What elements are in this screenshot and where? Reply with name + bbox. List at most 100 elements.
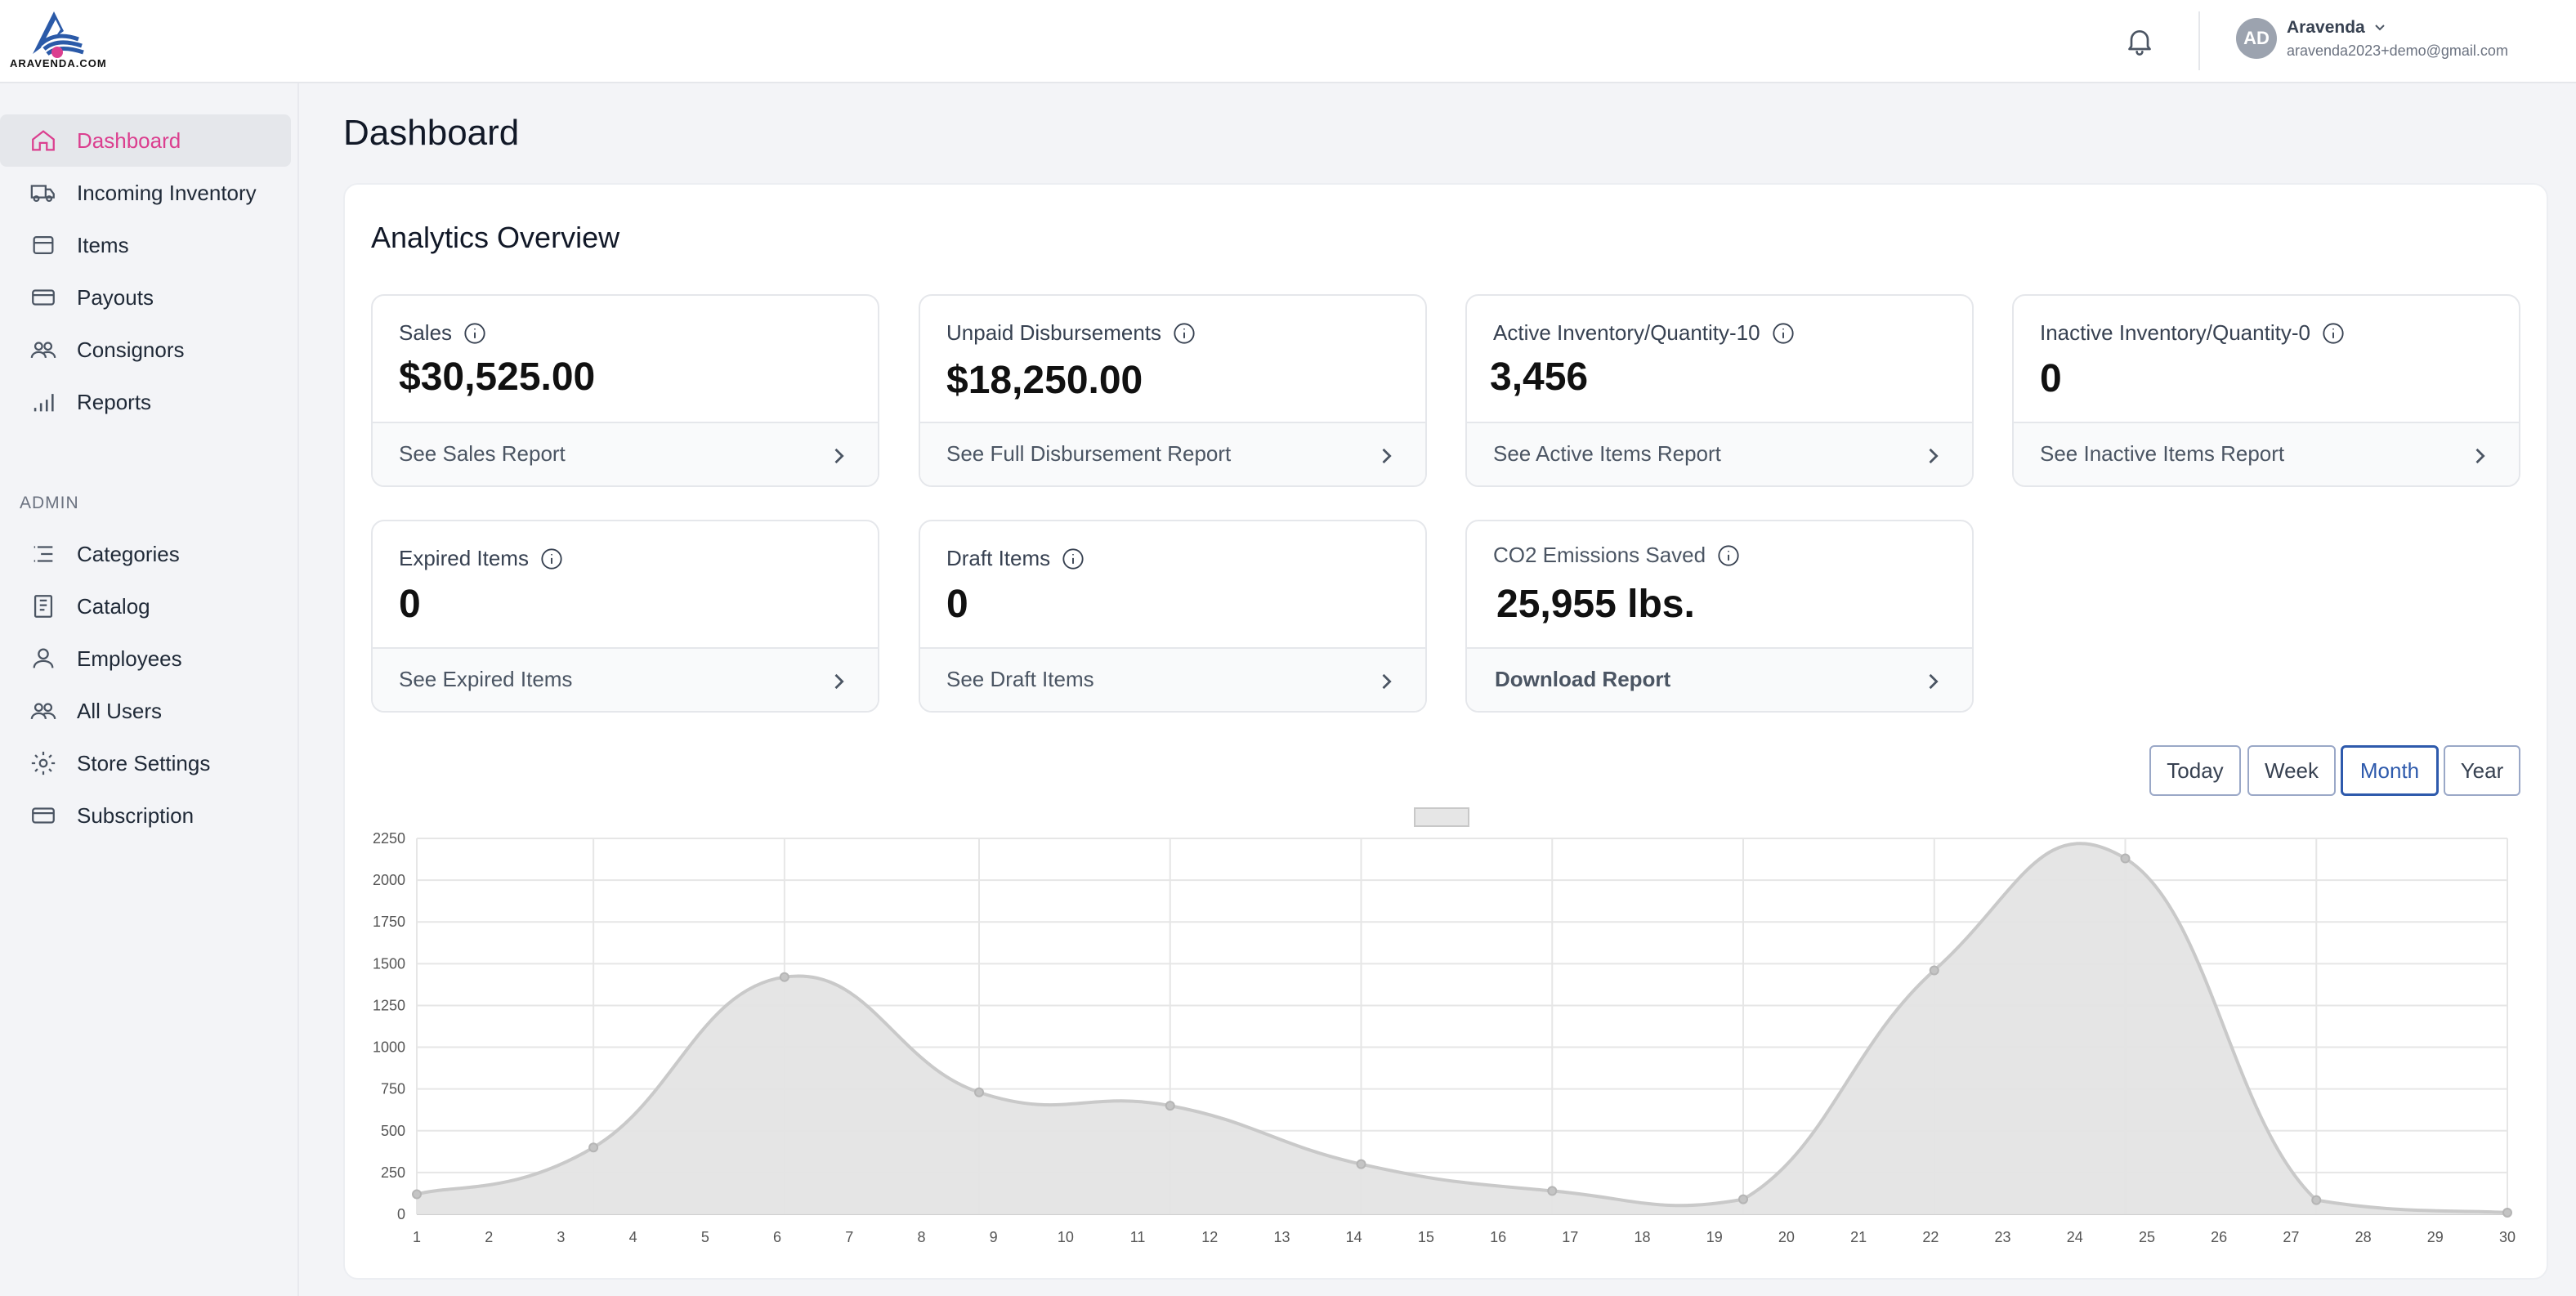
x-tick-label: 25 (2139, 1229, 2155, 1245)
range-month-button[interactable]: Month (2341, 745, 2439, 796)
x-tick-label: 7 (845, 1229, 853, 1245)
chart-legend-swatch[interactable] (1414, 807, 1469, 827)
card-footer-link[interactable]: See Expired Items (373, 647, 878, 711)
box-icon (33, 235, 54, 255)
panel-title: Analytics Overview (371, 221, 620, 254)
card-footer-link[interactable]: See Sales Report (373, 422, 878, 485)
card-value: $18,250.00 (946, 359, 1143, 402)
y-tick-label: 1500 (373, 955, 405, 972)
truck-icon (30, 185, 55, 203)
range-year-button[interactable]: Year (2444, 745, 2520, 796)
series-area (417, 843, 2507, 1214)
chevron-right-icon[interactable] (2468, 445, 2491, 467)
x-tick-label: 11 (1130, 1229, 1146, 1245)
x-tick-label: 3 (557, 1229, 565, 1245)
range-today-button[interactable]: Today (2149, 745, 2241, 796)
co2-emissions-card: CO2 Emissions Saved 25,955 lbs. Download… (1465, 520, 1974, 713)
info-icon[interactable] (1173, 322, 1196, 345)
chevron-down-icon[interactable] (2372, 20, 2388, 36)
info-icon[interactable] (540, 547, 563, 570)
series-line (416, 842, 2508, 1214)
info-icon[interactable] (2322, 322, 2345, 345)
chevron-right-icon[interactable] (1921, 670, 1944, 693)
book-icon (34, 595, 53, 618)
card-link-text[interactable]: See Inactive Items Report (2040, 441, 2285, 466)
card-link-text[interactable]: See Draft Items (946, 667, 1094, 691)
admin-section-label: ADMIN (20, 494, 79, 512)
x-tick-label: 24 (2067, 1229, 2083, 1245)
sidebar-item-all-users[interactable]: All Users (0, 685, 291, 737)
data-point (2120, 853, 2131, 864)
data-point (2502, 1207, 2512, 1218)
card-label: Draft Items (946, 546, 1085, 571)
card-footer-link[interactable]: See Inactive Items Report (2014, 422, 2519, 485)
sidebar-item-subscription[interactable]: Subscription (0, 789, 291, 842)
sidebar-item-employees[interactable]: Employees (0, 632, 291, 685)
data-point (1929, 965, 1939, 976)
card-value: 0 (946, 583, 968, 626)
sidebar-item-incoming-inventory[interactable]: Incoming Inventory (0, 167, 291, 219)
sidebar-item-items[interactable]: Items (0, 219, 291, 271)
card-link-text[interactable]: See Full Disbursement Report (946, 441, 1232, 466)
download-report-link[interactable]: Download Report (1467, 647, 1972, 711)
card-footer-link[interactable]: See Active Items Report (1467, 422, 1972, 485)
info-icon[interactable] (1717, 544, 1740, 567)
sidebar-item-store-settings[interactable]: Store Settings (0, 737, 291, 789)
chevron-right-icon[interactable] (1375, 670, 1398, 693)
info-icon[interactable] (1772, 322, 1795, 345)
x-tick-label: 10 (1058, 1229, 1074, 1245)
chevron-right-icon[interactable] (1375, 445, 1398, 467)
x-tick-label: 4 (629, 1229, 637, 1245)
user-avatar[interactable]: AD (2236, 18, 2277, 59)
card-link-text[interactable]: Download Report (1495, 667, 1671, 691)
card-link-text[interactable]: See Expired Items (399, 667, 573, 691)
card-value: 0 (399, 583, 421, 626)
card-link-text[interactable]: See Active Items Report (1493, 441, 1721, 466)
data-point (1356, 1159, 1366, 1169)
x-tick-label: 14 (1346, 1229, 1362, 1245)
data-point (412, 1189, 422, 1200)
range-week-button[interactable]: Week (2247, 745, 2336, 796)
sidebar-item-categories[interactable]: Categories (0, 528, 291, 580)
sidebar-item-reports[interactable]: Reports (0, 376, 291, 428)
y-tick-label: 1250 (373, 997, 405, 1013)
info-icon[interactable] (463, 322, 486, 345)
y-tick-label: 1000 (373, 1039, 405, 1056)
sidebar-item-payouts[interactable]: Payouts (0, 271, 291, 324)
card-footer-link[interactable]: See Full Disbursement Report (920, 422, 1425, 485)
user-email: aravenda2023+demo@gmail.com (2287, 42, 2508, 59)
chevron-right-icon[interactable] (1921, 445, 1944, 467)
sidebar-item-consignors[interactable]: Consignors (0, 324, 291, 376)
chevron-right-icon[interactable] (827, 670, 850, 693)
user-name[interactable]: Aravenda (2287, 18, 2365, 37)
page-title: Dashboard (343, 113, 520, 153)
expired-items-card: Expired Items 0 See Expired Items (371, 520, 879, 713)
sidebar-item-catalog[interactable]: Catalog (0, 580, 291, 632)
unpaid-disbursements-card: Unpaid Disbursements $18,250.00 See Full… (919, 294, 1427, 487)
draft-items-card: Draft Items 0 See Draft Items (919, 520, 1427, 713)
sidebar-item-label: Categories (77, 541, 180, 566)
card-value: $30,525.00 (399, 355, 596, 399)
x-tick-label: 29 (2427, 1229, 2444, 1245)
sidebar-item-dashboard[interactable]: Dashboard (0, 114, 291, 167)
card-link-text[interactable]: See Sales Report (399, 441, 566, 466)
card-label-text: Active Inventory/Quantity-10 (1493, 320, 1760, 345)
card-footer-link[interactable]: See Draft Items (920, 647, 1425, 711)
y-tick-label: 1750 (373, 914, 405, 930)
card-value: 25,955 lbs. (1496, 583, 1695, 626)
x-tick-label: 13 (1273, 1229, 1290, 1245)
brand-logo[interactable] (8, 7, 114, 75)
x-tick-label: 9 (990, 1229, 998, 1245)
notifications-bell-icon[interactable] (2123, 25, 2156, 57)
card-label: Sales (399, 320, 486, 346)
users-icon (30, 342, 56, 359)
y-tick-label: 750 (381, 1081, 405, 1097)
x-tick-label: 21 (1850, 1229, 1867, 1245)
x-tick-label: 6 (773, 1229, 781, 1245)
sales-card: Sales $30,525.00 See Sales Report (371, 294, 879, 487)
x-tick-label: 30 (2499, 1229, 2516, 1245)
top-header: ARAVENDA.COM AD Aravenda aravenda2023+de… (0, 0, 2576, 83)
chevron-right-icon[interactable] (827, 445, 850, 467)
x-tick-label: 12 (1201, 1229, 1218, 1245)
info-icon[interactable] (1062, 547, 1085, 570)
